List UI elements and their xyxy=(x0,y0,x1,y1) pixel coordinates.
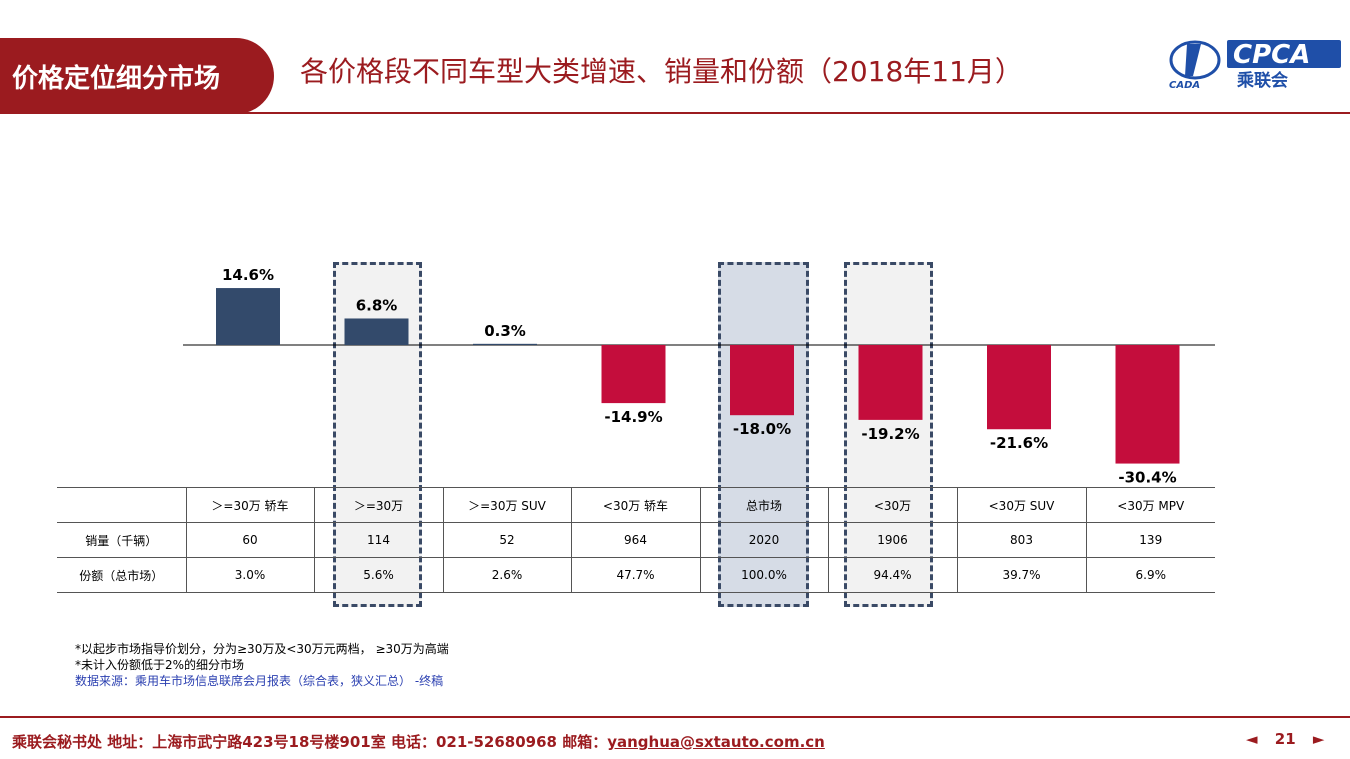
bar-7 xyxy=(1115,345,1180,464)
bar-value-label-4: -18.0% xyxy=(733,420,791,438)
table-cell: 47.7% xyxy=(571,557,701,593)
bar-5 xyxy=(858,345,923,420)
table-header-cell: ＞=30万 SUV xyxy=(443,487,572,523)
header-divider xyxy=(0,112,1350,114)
table-header-cell: <30万 轿车 xyxy=(571,487,701,523)
table-cell: 100.0% xyxy=(700,557,829,593)
table-header-cell: 总市场 xyxy=(700,487,829,523)
footer-email-link[interactable]: yanghua@sxtauto.com.cn xyxy=(607,733,825,751)
table-row: ＞=30万 轿车 ＞=30万 ＞=30万 SUV <30万 轿车 总市场 <30万 <30万… xyxy=(57,487,1215,523)
table-row: 份额（总市场） 3.0% 5.6% 2.6% 47.7% 100.0% 94.4% 39.7%… xyxy=(57,557,1215,593)
logo-left-text: CADA xyxy=(1169,80,1200,91)
table-cell: 5.6% xyxy=(314,557,444,593)
bar-value-label-5: -19.2% xyxy=(861,425,919,443)
table-header-cell: <30万 MPV xyxy=(1117,498,1185,513)
bar-value-label-0: 14.6% xyxy=(222,266,274,284)
table-cell: 3.0% xyxy=(186,557,315,593)
bar-value-label-7: -30.4% xyxy=(1118,469,1176,487)
data-table: ＞=30万 轿车 ＞=30万 ＞=30万 SUV <30万 轿车 总市场 <30万 <30万… xyxy=(57,487,1215,593)
table-row-label: 份额（总市场） xyxy=(57,557,187,593)
bar-2 xyxy=(473,343,537,345)
table-row: 销量（千辆） 60 114 52 964 2020 1906 803 139 xyxy=(57,522,1215,558)
prev-page-icon[interactable]: ◄ xyxy=(1246,730,1258,748)
page-title: 各价格段不同车型大类增速、销量和份额（2018年11月） xyxy=(300,55,1023,88)
next-page-icon[interactable]: ► xyxy=(1312,730,1325,748)
bar-value-label-6: -21.6% xyxy=(990,434,1048,452)
footer-contact: 乘联会秘书处 地址：上海市武宁路423号18号楼901室 电话：021-5268… xyxy=(12,731,825,752)
table-cell: 964 xyxy=(571,522,701,558)
bar-6 xyxy=(987,345,1051,430)
table-header-cell: ＞=30万 轿车 xyxy=(186,487,315,523)
logo-sub-text: 乘联会 xyxy=(1236,70,1288,91)
table-cell: 94.4% xyxy=(828,557,958,593)
footnote-1: *以起步市场指导价划分，分为≥30万及<30万元两档， ≥30万为高端 xyxy=(75,642,449,656)
table-cell: 803 xyxy=(957,522,1087,558)
bar-value-label-3: -14.9% xyxy=(604,408,662,426)
data-source-note: 数据来源：乘用车市场信息联席会月报表（综合表，狭义汇总） -终稿 xyxy=(75,674,444,688)
footnote-2: *未计入份额低于2%的细分市场 xyxy=(75,658,245,672)
bar-4 xyxy=(730,345,794,416)
table-cell: 6.9% xyxy=(1135,568,1167,582)
table-row-label xyxy=(57,487,187,523)
table-header-cell: ＞=30万 xyxy=(314,487,444,523)
table-cell: 2.6% xyxy=(443,557,572,593)
bar-1 xyxy=(344,318,409,345)
bar-0 xyxy=(216,288,280,345)
table-header-cell: <30万 SUV xyxy=(957,487,1087,523)
bar-3 xyxy=(601,345,666,404)
bar-value-label-2: 0.3% xyxy=(484,322,526,340)
footer-contact-text: 乘联会秘书处 地址：上海市武宁路423号18号楼901室 电话：021-5268… xyxy=(12,733,608,751)
table-cell: 114 xyxy=(314,522,444,558)
footer-divider xyxy=(0,716,1350,718)
table-cell: 52 xyxy=(443,522,572,558)
cpca-logo: CADA CPCA 乘联会 xyxy=(1169,40,1341,91)
section-badge: 价格定位细分市场 xyxy=(0,38,274,114)
table-header-cell: <30万 xyxy=(828,487,958,523)
section-badge-label: 价格定位细分市场 xyxy=(12,64,221,94)
logo-main-text: CPCA xyxy=(1233,40,1310,70)
footnotes: *以起步市场指导价划分，分为≥30万及<30万元两档， ≥30万为高端 *未计入… xyxy=(75,641,449,689)
table-cell: 1906 xyxy=(828,522,958,558)
table-row-label: 销量（千辆） xyxy=(57,522,187,558)
table-cell: 39.7% xyxy=(957,557,1087,593)
table-cell: 139 xyxy=(1139,533,1163,547)
table-cell: 2020 xyxy=(700,522,829,558)
table-cell: 60 xyxy=(186,522,315,558)
bar-value-label-1: 6.8% xyxy=(356,296,398,314)
page-number: 21 xyxy=(1274,730,1296,748)
page-navigation: ◄ 21 ► xyxy=(1240,730,1330,748)
